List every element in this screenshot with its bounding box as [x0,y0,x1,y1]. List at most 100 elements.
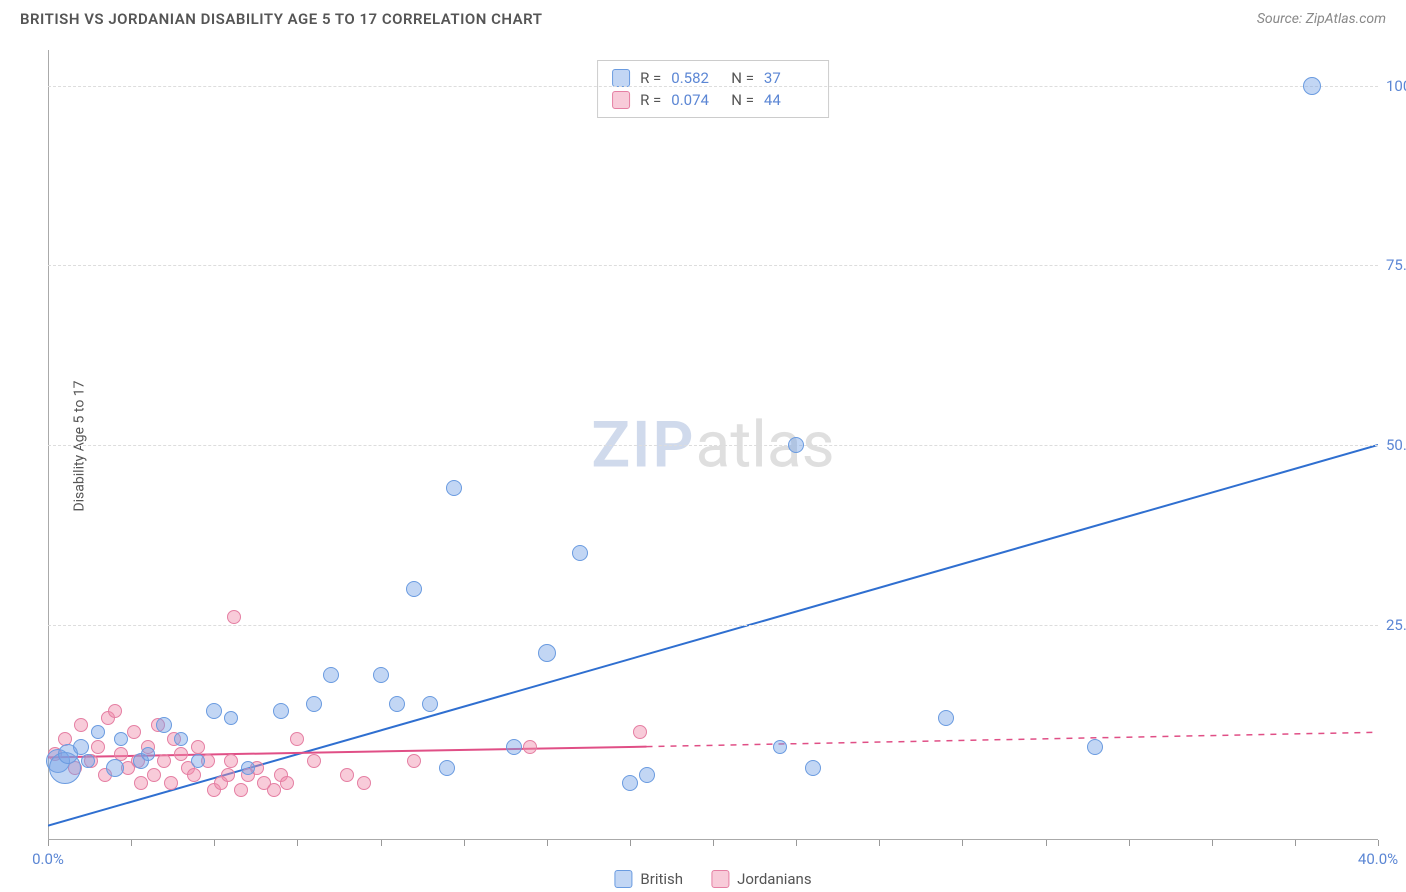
scatter-point-british [81,754,95,768]
x-tick [464,840,465,846]
x-tick [48,840,49,846]
scatter-point-jordanians [227,610,241,624]
scatter-point-british [206,703,222,719]
scatter-point-jordanians [307,754,321,768]
x-tick [381,840,382,846]
bottom-legend: British Jordanians [614,840,811,888]
scatter-point-jordanians [91,740,105,754]
scatter-point-british [191,754,205,768]
y-tick-label: 25.0% [1386,616,1406,634]
scatter-point-british [538,644,556,662]
scatter-point-british [141,747,155,761]
scatter-point-british [174,732,188,746]
legend-swatch-british [614,870,632,888]
y-tick-label: 100.0% [1386,77,1406,95]
stat-n-jordanians: 44 [764,91,814,109]
x-tick-label: 0.0% [32,850,64,868]
scatter-point-british [639,767,655,783]
stat-n-british: 37 [764,69,814,87]
x-tick [630,840,631,846]
grid-line [48,86,1378,87]
scatter-point-british [273,703,289,719]
source-label: Source: ZipAtlas.com [1257,11,1386,27]
scatter-point-jordanians [147,768,161,782]
scatter-point-british [938,710,954,726]
scatter-point-jordanians [267,783,281,797]
scatter-point-british [406,581,422,597]
scatter-point-british [788,437,804,453]
scatter-point-jordanians [221,768,235,782]
scatter-point-jordanians [174,747,188,761]
stat-n-label: N = [731,69,754,87]
swatch-british [612,69,630,87]
x-tick [713,840,714,846]
chart-plot-area: ZIPatlas R = 0.582 N = 37 R = 0.074 N = … [48,50,1378,840]
swatch-jordanians [612,91,630,109]
x-tick [1046,840,1047,846]
scatter-point-jordanians [74,718,88,732]
legend-label-british: British [640,870,683,888]
scatter-point-jordanians [108,704,122,718]
legend-swatch-jordanians [711,870,729,888]
grid-line [48,265,1378,266]
x-tick [214,840,215,846]
legend-label-jordanians: Jordanians [737,870,812,888]
stat-r-label: R = [640,91,661,109]
x-tick [962,840,963,846]
legend-item-british: British [614,870,683,888]
scatter-point-british [422,696,438,712]
scatter-point-british [389,696,405,712]
x-tick [1212,840,1213,846]
scatter-point-british [773,740,787,754]
x-tick [1129,840,1130,846]
stats-legend-box: R = 0.582 N = 37 R = 0.074 N = 44 [597,60,829,118]
stats-row-jordanians: R = 0.074 N = 44 [612,89,814,111]
stat-n-label: N = [731,91,754,109]
x-tick [1378,840,1379,846]
scatter-point-jordanians [357,776,371,790]
scatter-point-british [73,739,89,755]
scatter-point-british [373,667,389,683]
scatter-point-british [805,760,821,776]
scatter-point-british [241,761,255,775]
grid-line [48,445,1378,446]
scatter-point-jordanians [157,754,171,768]
scatter-point-british [91,725,105,739]
stat-r-british: 0.582 [671,69,721,87]
x-tick [547,840,548,846]
stat-r-label: R = [640,69,661,87]
x-tick [796,840,797,846]
x-tick [297,840,298,846]
scatter-point-british [224,711,238,725]
scatter-point-jordanians [523,740,537,754]
scatter-point-british [1303,77,1321,95]
scatter-point-jordanians [290,732,304,746]
scatter-point-british [323,667,339,683]
scatter-point-british [306,696,322,712]
x-tick [879,840,880,846]
scatter-point-british [572,545,588,561]
stat-r-jordanians: 0.074 [671,91,721,109]
scatter-point-british [446,480,462,496]
grid-line [48,625,1378,626]
y-tick-label: 50.0% [1386,436,1406,454]
scatter-point-jordanians [234,783,248,797]
scatter-point-jordanians [164,776,178,790]
scatter-point-jordanians [633,725,647,739]
scatter-point-british [506,739,522,755]
x-tick-label: 40.0% [1358,850,1398,868]
scatter-point-british [106,759,124,777]
y-tick-label: 75.0% [1386,256,1406,274]
trend-line [647,732,1379,746]
scatter-point-british [114,732,128,746]
scatter-point-jordanians [224,754,238,768]
scatter-point-jordanians [340,768,354,782]
scatter-point-jordanians [191,740,205,754]
x-tick [1295,840,1296,846]
scatter-point-jordanians [280,776,294,790]
scatter-point-british [622,775,638,791]
scatter-point-british [439,760,455,776]
scatter-point-british [156,717,172,733]
legend-item-jordanians: Jordanians [711,870,812,888]
scatter-point-jordanians [407,754,421,768]
